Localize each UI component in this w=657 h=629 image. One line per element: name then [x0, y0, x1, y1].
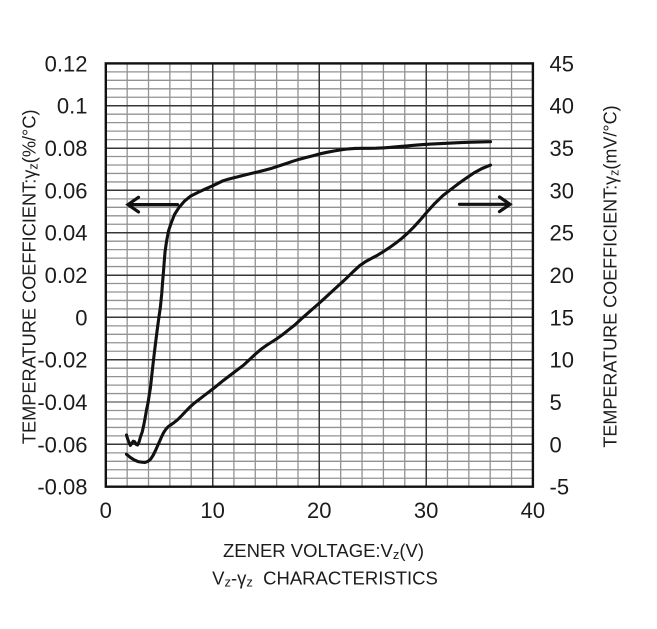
svg-text:0: 0	[75, 305, 87, 330]
svg-text:25: 25	[550, 221, 574, 246]
svg-text:30: 30	[550, 178, 574, 203]
svg-text:15: 15	[550, 305, 574, 330]
svg-text:ZENER VOLTAGE:Vz(V): ZENER VOLTAGE:Vz(V)	[223, 540, 424, 562]
svg-text:40: 40	[521, 498, 545, 523]
svg-text:10: 10	[200, 498, 224, 523]
svg-text:0.1: 0.1	[57, 94, 88, 119]
svg-text:0.04: 0.04	[45, 221, 88, 246]
svg-text:0.02: 0.02	[45, 263, 88, 288]
svg-text:45: 45	[550, 51, 574, 76]
svg-text:-0.02: -0.02	[37, 348, 87, 373]
svg-text:0: 0	[550, 432, 562, 457]
svg-text:0: 0	[100, 498, 112, 523]
svg-text:0.08: 0.08	[45, 136, 88, 161]
svg-text:TEMPERATURE COEFFICIENT:γz(mV/: TEMPERATURE COEFFICIENT:γz(mV/°C)	[600, 105, 621, 447]
svg-text:0.12: 0.12	[45, 51, 88, 76]
svg-text:0.06: 0.06	[45, 178, 88, 203]
svg-text:10: 10	[550, 348, 574, 373]
svg-text:20: 20	[550, 263, 574, 288]
svg-text:Vz-γz CHARACTERISTICS: Vz-γz CHARACTERISTICS	[212, 568, 438, 590]
svg-text:-0.06: -0.06	[37, 432, 87, 457]
svg-text:30: 30	[414, 498, 438, 523]
svg-text:-5: -5	[550, 475, 570, 500]
svg-text:TEMPERATURE COEFFICIENT:γz(%/°: TEMPERATURE COEFFICIENT:γz(%/°C)	[19, 109, 40, 444]
svg-text:20: 20	[307, 498, 331, 523]
svg-text:40: 40	[550, 94, 574, 119]
svg-text:-0.08: -0.08	[37, 475, 87, 500]
svg-text:5: 5	[550, 390, 562, 415]
svg-text:35: 35	[550, 136, 574, 161]
svg-text:-0.04: -0.04	[37, 390, 87, 415]
